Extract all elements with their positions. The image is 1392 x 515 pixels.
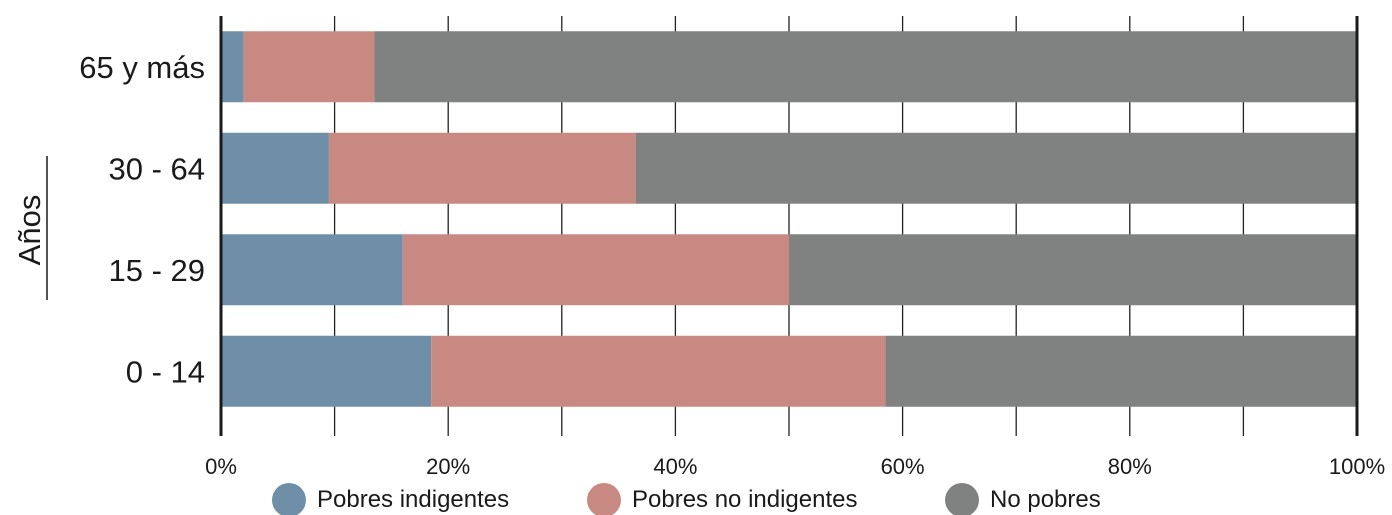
legend-label-pobres-indigentes: Pobres indigentes bbox=[317, 486, 509, 513]
bar-no-pobres-0-14 bbox=[886, 336, 1357, 407]
category-label-0-14: 0 - 14 bbox=[126, 354, 205, 389]
legend-marker-pobres-indigentes bbox=[272, 483, 306, 515]
legend: Pobres indigentes Pobres no indigentes No … bbox=[272, 483, 1101, 515]
legend-marker-no-pobres bbox=[945, 483, 979, 515]
x-tick-label-40: 40% bbox=[653, 454, 697, 479]
x-tick-label-100: 100% bbox=[1329, 454, 1385, 479]
bar-pobres-indigentes-0-14 bbox=[221, 336, 431, 407]
legend-label-no-pobres: No pobres bbox=[990, 486, 1101, 513]
x-tick-label-20: 20% bbox=[426, 454, 470, 479]
bar-pobres-indigentes-65-y-mas bbox=[221, 31, 244, 102]
bar-pobres-no-indigentes-15-29 bbox=[403, 234, 789, 305]
bar-no-pobres-15-29 bbox=[789, 234, 1357, 305]
bar-no-pobres-65-y-mas bbox=[374, 31, 1357, 102]
legend-marker-pobres-no-indigentes bbox=[587, 483, 621, 515]
bar-pobres-no-indigentes-65-y-mas bbox=[244, 31, 375, 102]
x-tick-label-60: 60% bbox=[881, 454, 925, 479]
x-tick-label-0: 0% bbox=[205, 454, 237, 479]
bar-pobres-indigentes-15-29 bbox=[221, 234, 403, 305]
y-axis-label: Años bbox=[12, 195, 47, 266]
category-label-15-29: 15 - 29 bbox=[108, 253, 205, 288]
bar-pobres-no-indigentes-0-14 bbox=[431, 336, 885, 407]
bar-pobres-indigentes-30-64 bbox=[221, 133, 329, 204]
bar-pobres-no-indigentes-30-64 bbox=[329, 133, 636, 204]
category-label-65-y-mas: 65 y más bbox=[79, 50, 205, 85]
category-label-30-64: 30 - 64 bbox=[108, 151, 205, 186]
legend-label-pobres-no-indigentes: Pobres no indigentes bbox=[632, 486, 858, 513]
bar-no-pobres-30-64 bbox=[636, 133, 1357, 204]
x-tick-label-80: 80% bbox=[1108, 454, 1152, 479]
